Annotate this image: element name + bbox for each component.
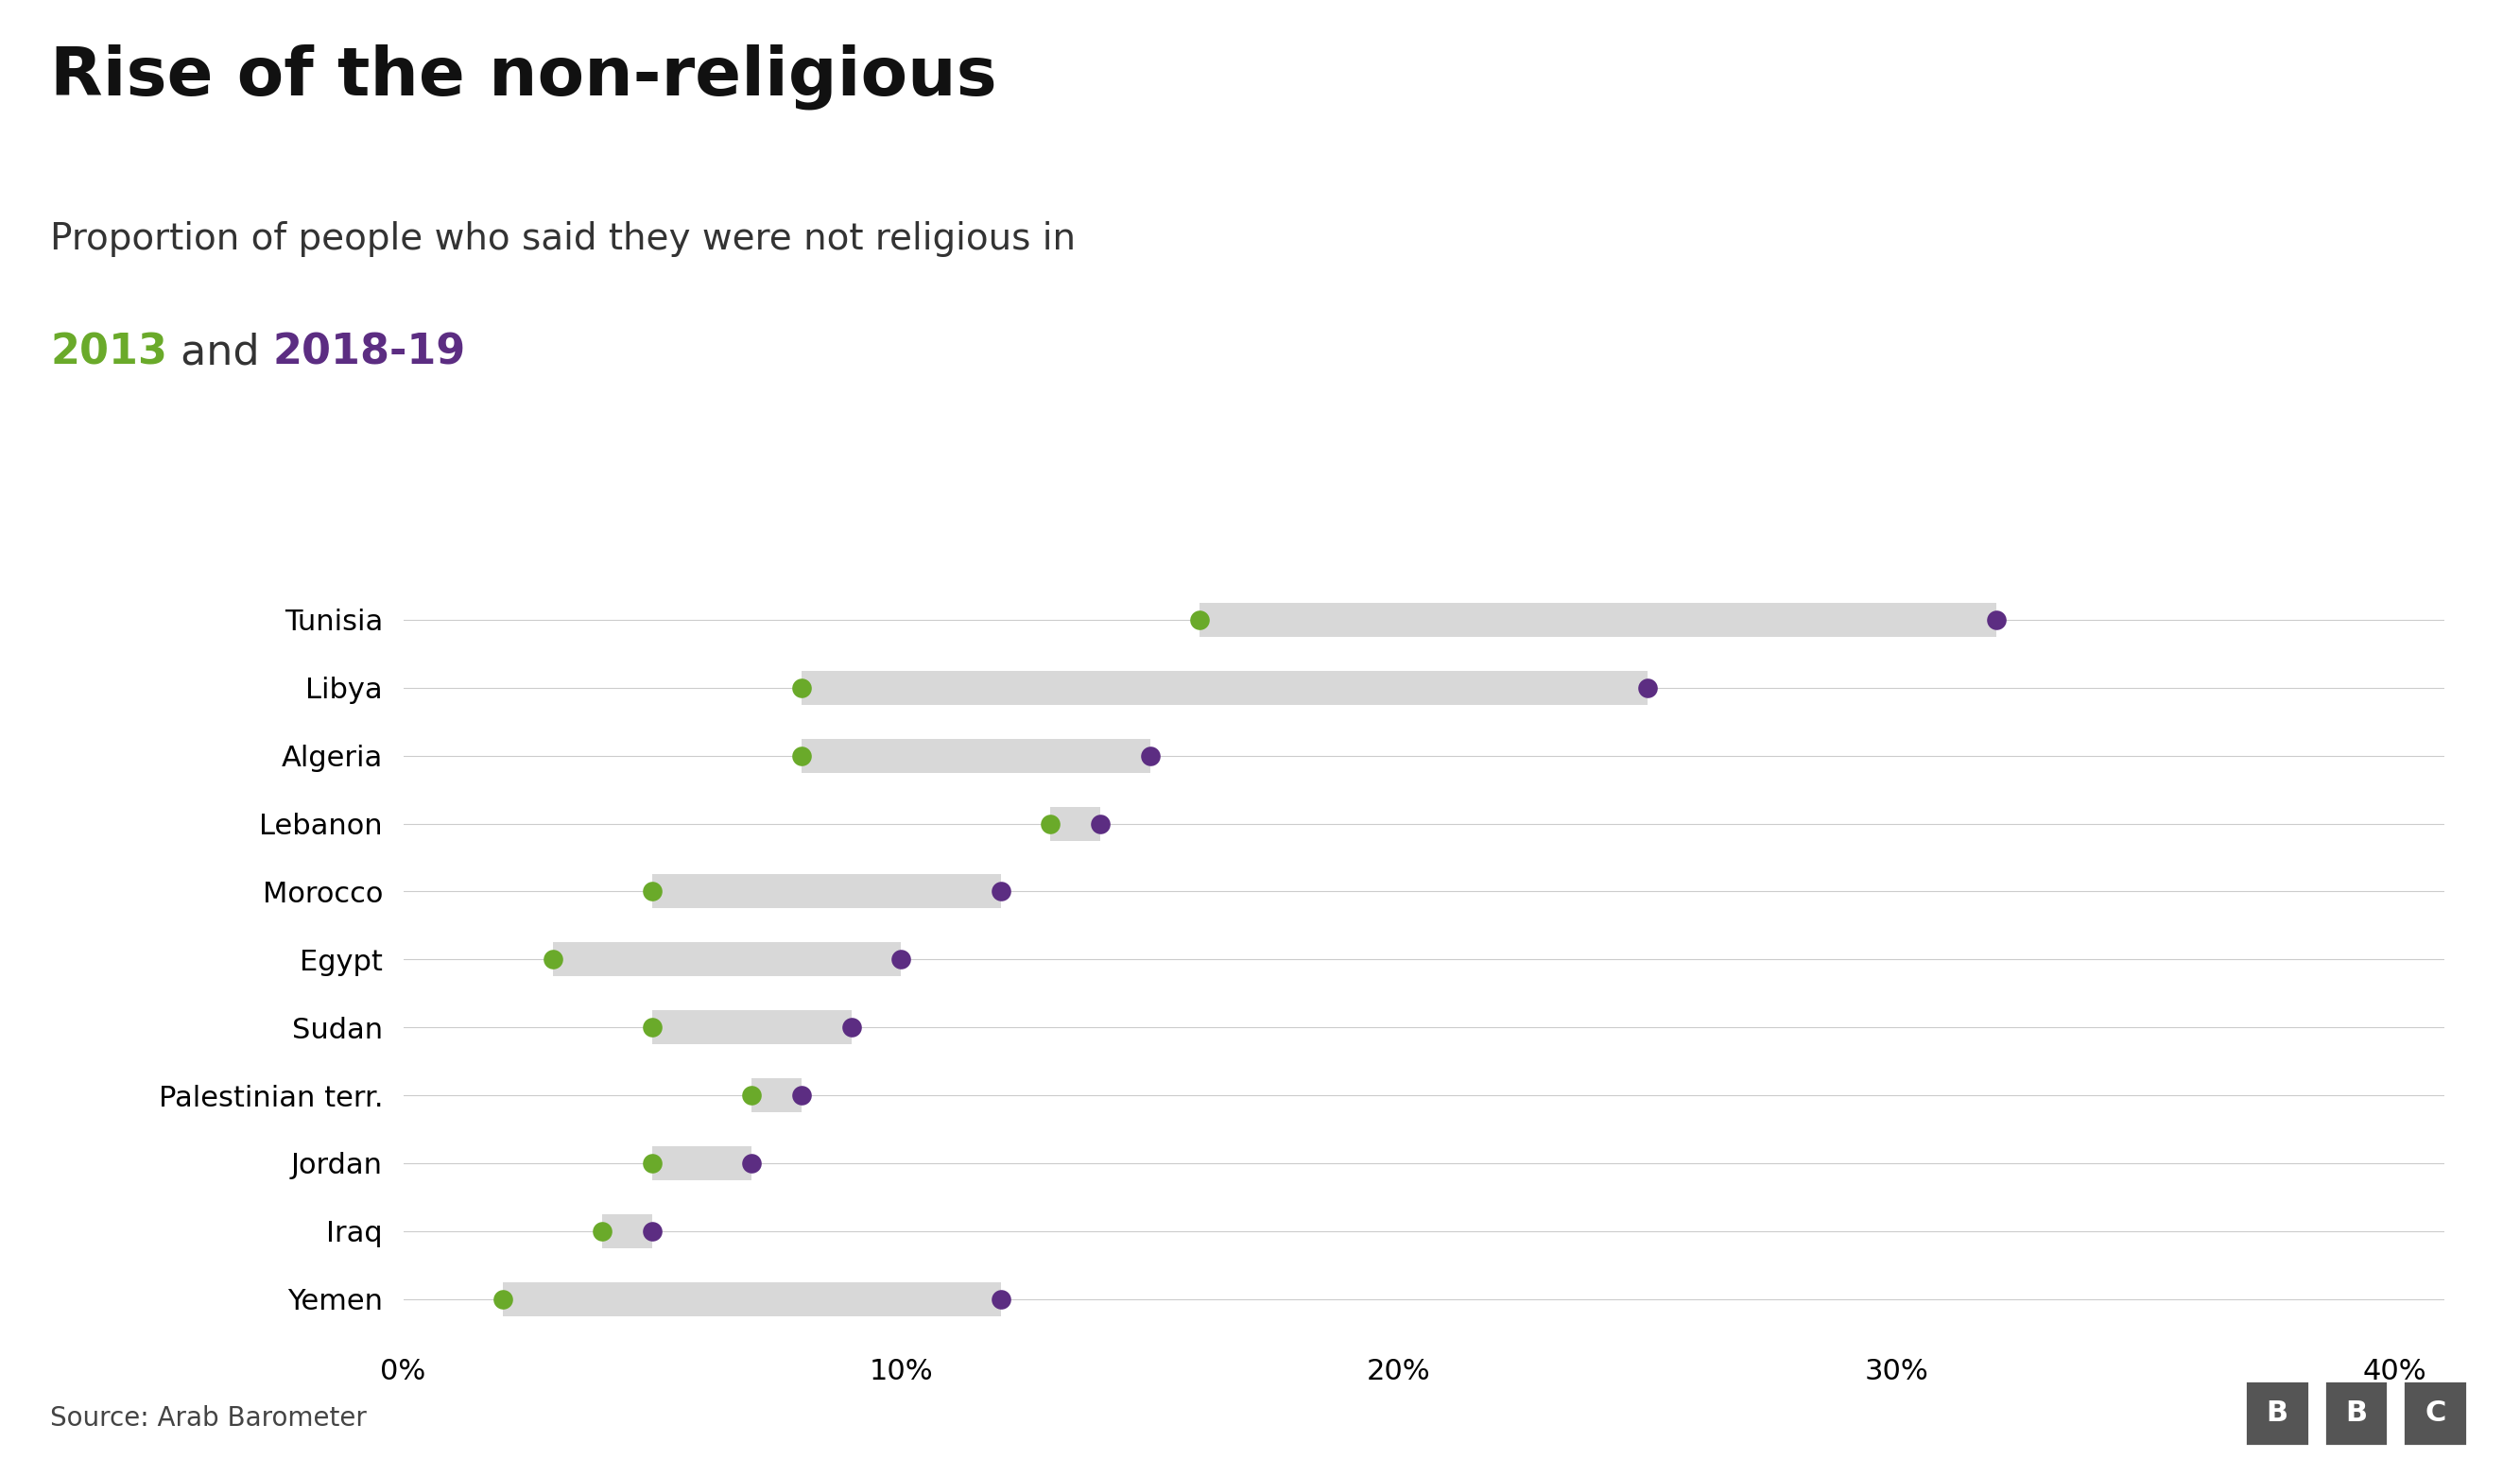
Text: Proportion of people who said they were not religious in: Proportion of people who said they were … [50,221,1076,257]
Point [781,1083,822,1107]
Text: Rise of the non-religious: Rise of the non-religious [50,44,998,109]
Bar [2245,1382,2308,1446]
Point [832,1015,872,1039]
Text: 2018-19: 2018-19 [272,332,466,373]
Point [1976,608,2016,632]
Bar [801,670,1648,704]
Bar [1051,806,1101,840]
Point [1081,812,1121,835]
Point [882,948,922,971]
Point [633,1219,673,1243]
Bar [2323,1382,2389,1446]
Point [633,880,673,903]
Point [532,948,572,971]
Point [980,1287,1021,1311]
Bar [653,1147,751,1181]
Point [1129,744,1169,768]
Bar [653,874,1000,908]
Bar [653,1011,852,1045]
Point [1031,812,1071,835]
Point [633,1151,673,1175]
Point [633,1015,673,1039]
Point [1179,608,1220,632]
Bar [801,738,1149,772]
Point [731,1083,771,1107]
Bar [1200,602,1996,636]
Text: Source: Arab Barometer: Source: Arab Barometer [50,1405,368,1432]
Point [781,676,822,700]
Text: and: and [166,332,272,373]
Text: 2013: 2013 [50,332,166,373]
Point [781,744,822,768]
Bar [2404,1382,2467,1446]
Bar [504,1283,1000,1317]
Bar [751,1079,801,1113]
Point [484,1287,524,1311]
Bar [602,1215,653,1249]
Point [980,880,1021,903]
Bar [552,942,902,977]
Text: B: B [2346,1399,2366,1427]
Point [582,1219,622,1243]
Point [731,1151,771,1175]
Point [1628,676,1668,700]
Text: B: B [2265,1399,2288,1427]
Text: C: C [2424,1399,2447,1427]
